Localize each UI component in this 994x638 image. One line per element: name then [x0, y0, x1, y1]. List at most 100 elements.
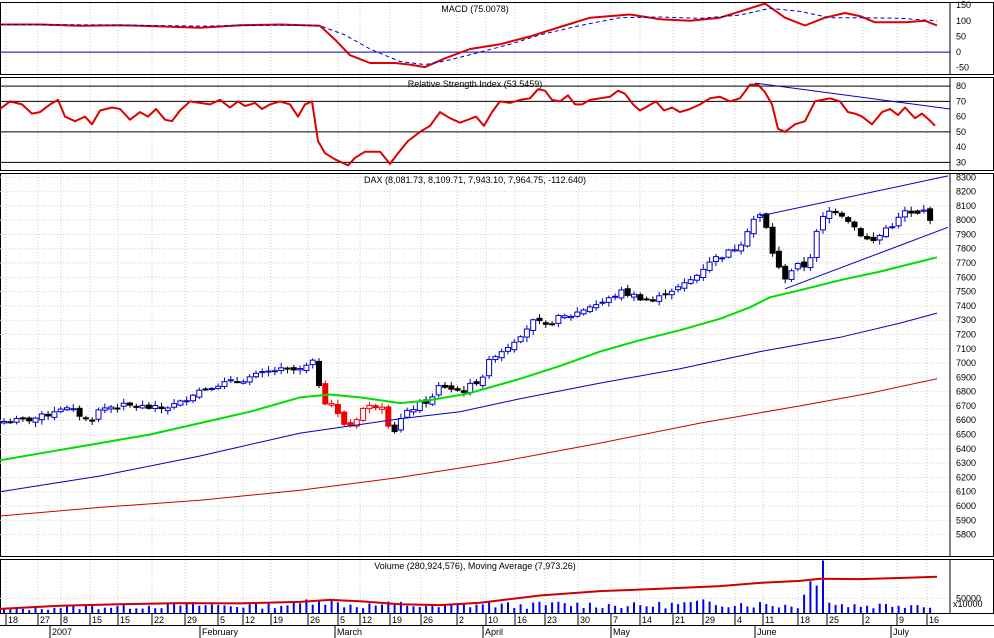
candle-body-4 — [26, 417, 33, 422]
candle-body-72 — [454, 388, 461, 391]
x-tick-label-11: 5 — [340, 615, 345, 625]
price-ytick-5: 7800 — [956, 244, 976, 254]
candle-body-0 — [1, 420, 7, 424]
candle-body-107 — [675, 286, 682, 291]
price-ytick-11: 7200 — [956, 329, 976, 339]
candle-body-9 — [57, 408, 64, 413]
candle-body-137 — [864, 236, 871, 240]
candle-body-63 — [397, 418, 404, 431]
candle-body-99 — [624, 288, 631, 296]
candle-body-134 — [845, 217, 852, 222]
candle-body-143 — [901, 210, 908, 218]
x-tick-label-2: 8 — [63, 615, 68, 625]
candle-body-136 — [857, 228, 864, 237]
x-tick-label-7: 5 — [220, 615, 225, 625]
panel-rsi — [0, 77, 994, 171]
candle-body-5 — [32, 417, 39, 423]
candle-body-93 — [586, 306, 593, 313]
candle-body-109 — [687, 279, 694, 284]
price-ytick-21: 6200 — [956, 472, 976, 482]
candle-body-30 — [190, 394, 196, 402]
macd-ytick-1: 100 — [956, 16, 971, 26]
price-ytick-2: 8100 — [956, 201, 976, 211]
price-ytick-4: 7900 — [956, 229, 976, 239]
candle-body-25 — [158, 406, 165, 410]
candle-body-112 — [706, 261, 713, 271]
candle-body-47 — [297, 368, 304, 371]
rsi-ytick-2: 60 — [956, 112, 966, 122]
candle-body-129 — [813, 230, 820, 258]
candle-body-18 — [114, 407, 121, 410]
candle-body-116 — [731, 249, 738, 252]
panel-macd — [0, 2, 994, 75]
candle-body-13 — [82, 417, 89, 420]
x-tick-label-4: 15 — [120, 615, 130, 625]
price-ytick-9: 7400 — [956, 301, 976, 311]
candle-body-39 — [246, 376, 253, 383]
candle-body-123 — [775, 250, 782, 268]
candle-body-34 — [215, 385, 222, 390]
candle-body-131 — [826, 210, 833, 219]
candle-body-20 — [127, 402, 133, 406]
x-month-label-4: May — [613, 627, 631, 637]
candle-body-81 — [511, 341, 518, 351]
candle-body-35 — [221, 381, 228, 387]
candle-body-64 — [404, 409, 411, 418]
macd-title: MACD (75.0078) — [441, 4, 509, 14]
price-series-channel_lower — [784, 226, 949, 290]
candle-body-119 — [750, 218, 757, 235]
x-tick-label-0: 18 — [8, 615, 18, 625]
x-tick-label-10: 26 — [310, 615, 320, 625]
candle-body-23 — [145, 404, 152, 409]
candle-body-8 — [51, 411, 58, 418]
price-series-ma_medium — [0, 312, 938, 493]
candle-body-69 — [435, 385, 442, 396]
candle-body-11 — [70, 408, 77, 411]
candle-body-122 — [769, 226, 776, 254]
candle-body-91 — [574, 311, 581, 317]
candle-body-54 — [341, 411, 348, 425]
candle-body-53 — [334, 403, 341, 415]
candle-body-10 — [64, 407, 70, 411]
rsi-ytick-0: 80 — [956, 81, 966, 91]
price-series-ma_long — [0, 378, 938, 517]
candle-body-80 — [505, 347, 511, 352]
candle-body-74 — [467, 382, 474, 394]
price-ytick-12: 7100 — [956, 344, 976, 354]
x-tick-label-30: 16 — [929, 615, 939, 625]
price-ytick-15: 6800 — [956, 387, 976, 397]
x-tick-label-1: 27 — [40, 615, 50, 625]
x-tick-label-25: 11 — [765, 615, 774, 625]
price-ytick-19: 6400 — [956, 444, 976, 454]
price-ytick-8: 7500 — [956, 287, 976, 297]
candle-body-145 — [914, 210, 921, 214]
panel-price — [0, 173, 994, 557]
candle-body-144 — [908, 210, 915, 214]
candle-body-130 — [820, 215, 826, 231]
price-ytick-1: 8200 — [956, 187, 976, 197]
x-month-label-2: March — [337, 627, 362, 637]
candle-body-147 — [927, 208, 934, 221]
candle-body-44 — [278, 367, 285, 372]
candle-body-117 — [738, 244, 745, 252]
x-month-label-0: 2007 — [52, 627, 72, 637]
candle-body-126 — [794, 262, 801, 270]
candle-body-57 — [360, 407, 367, 421]
candle-body-86 — [542, 322, 549, 325]
candle-body-142 — [895, 216, 902, 227]
price-ytick-16: 6700 — [956, 401, 976, 411]
candle-body-56 — [353, 419, 360, 427]
x-tick-label-23: 29 — [705, 615, 715, 625]
candle-body-75 — [473, 381, 480, 385]
candle-body-87 — [549, 323, 556, 326]
price-ytick-13: 7000 — [956, 358, 976, 368]
candle-body-110 — [694, 274, 700, 281]
candle-body-89 — [561, 315, 568, 319]
price-ytick-0: 8300 — [956, 172, 976, 182]
x-tick-label-21: 14 — [642, 615, 652, 625]
candle-body-141 — [889, 226, 896, 229]
candle-body-124 — [782, 265, 789, 280]
candle-body-82 — [517, 336, 524, 343]
candle-body-98 — [618, 289, 625, 299]
candle-body-70 — [442, 384, 448, 388]
